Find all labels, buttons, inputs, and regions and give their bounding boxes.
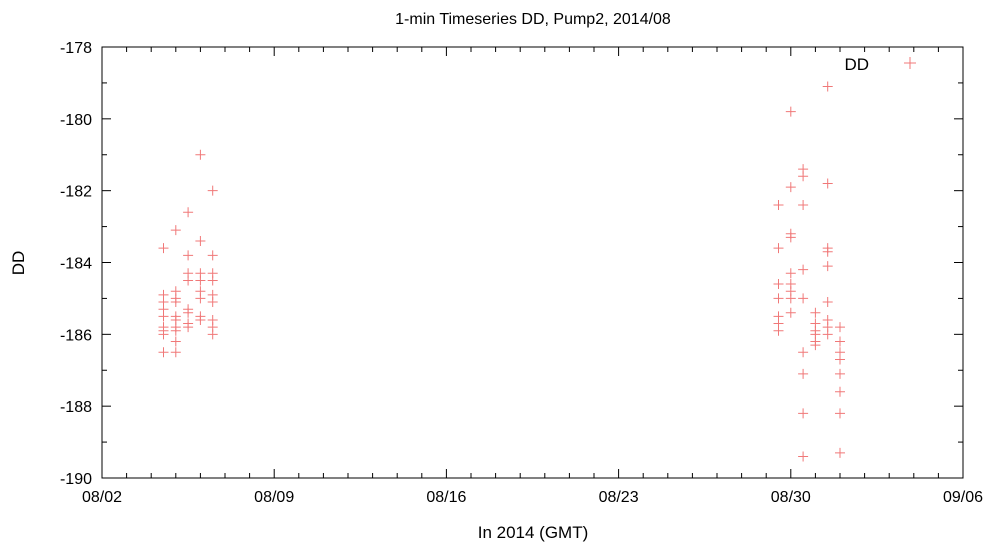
data-point [183, 322, 194, 333]
data-point [785, 232, 796, 243]
data-point [207, 297, 218, 308]
data-point [822, 297, 833, 308]
data-point [170, 297, 181, 308]
data-point [195, 293, 206, 304]
data-point [798, 347, 809, 358]
data-point [798, 293, 809, 304]
data-point [798, 171, 809, 182]
data-point [785, 307, 796, 318]
data-point [158, 243, 169, 254]
data-point [785, 268, 796, 279]
data-point [835, 336, 845, 347]
data-point [773, 200, 784, 211]
data-point [798, 264, 809, 275]
data-point [773, 279, 784, 290]
x-tick-label: 08/02 [82, 489, 122, 506]
data-point [835, 354, 845, 365]
y-tick-label: -186 [60, 327, 92, 344]
data-point [773, 293, 784, 304]
plot-frame [101, 46, 964, 479]
y-tick-label: -184 [60, 256, 92, 273]
data-point [183, 250, 194, 261]
data-point [822, 246, 833, 257]
y-tick-label: -178 [60, 40, 92, 57]
data-point [785, 106, 796, 117]
data-point [158, 311, 169, 322]
data-point [835, 408, 845, 419]
data-point [170, 347, 181, 358]
data-point [158, 347, 169, 358]
legend-label: DD [844, 55, 869, 74]
data-point [822, 261, 833, 272]
y-tick-label: -190 [60, 471, 92, 488]
data-point [798, 368, 809, 379]
data-point [835, 368, 845, 379]
legend-marker [904, 57, 916, 69]
data-point [798, 451, 809, 462]
data-point [773, 325, 784, 336]
data-point [195, 314, 206, 325]
data-point [822, 178, 833, 189]
data-point [822, 329, 833, 340]
x-tick-label: 08/23 [599, 489, 639, 506]
data-point [785, 182, 796, 193]
data-point [798, 408, 809, 419]
x-tick-label: 08/30 [771, 489, 811, 506]
data-point [207, 185, 218, 196]
data-point [810, 307, 821, 318]
data-point [822, 81, 833, 92]
data-point [183, 307, 194, 318]
data-point [207, 329, 218, 340]
x-tick-label: 08/16 [426, 489, 466, 506]
x-axis-label: In 2014 (GMT) [478, 523, 589, 542]
x-tick-label: 08/09 [254, 489, 294, 506]
data-point [195, 235, 206, 246]
y-axis-label: DD [9, 251, 28, 276]
data-point [170, 225, 181, 236]
data-point [798, 200, 809, 211]
y-tick-label: -182 [60, 184, 92, 201]
data-point [195, 149, 206, 160]
data-point [158, 329, 169, 340]
x-tick-label: 09/06 [943, 489, 983, 506]
data-point [835, 386, 845, 397]
data-point [835, 447, 845, 458]
data-point [207, 275, 218, 286]
data-point [773, 243, 784, 254]
data-point [785, 293, 796, 304]
data-point [183, 207, 194, 218]
chart-title: 1-min Timeseries DD, Pump2, 2014/08 [395, 11, 671, 28]
data-point [183, 275, 194, 286]
data-point [835, 322, 845, 333]
y-tick-label: -180 [60, 112, 92, 129]
data-point [195, 275, 206, 286]
data-point [810, 340, 821, 351]
data-point [207, 250, 218, 261]
data-point [170, 325, 181, 336]
data-point [170, 336, 181, 347]
y-tick-label: -188 [60, 399, 92, 416]
